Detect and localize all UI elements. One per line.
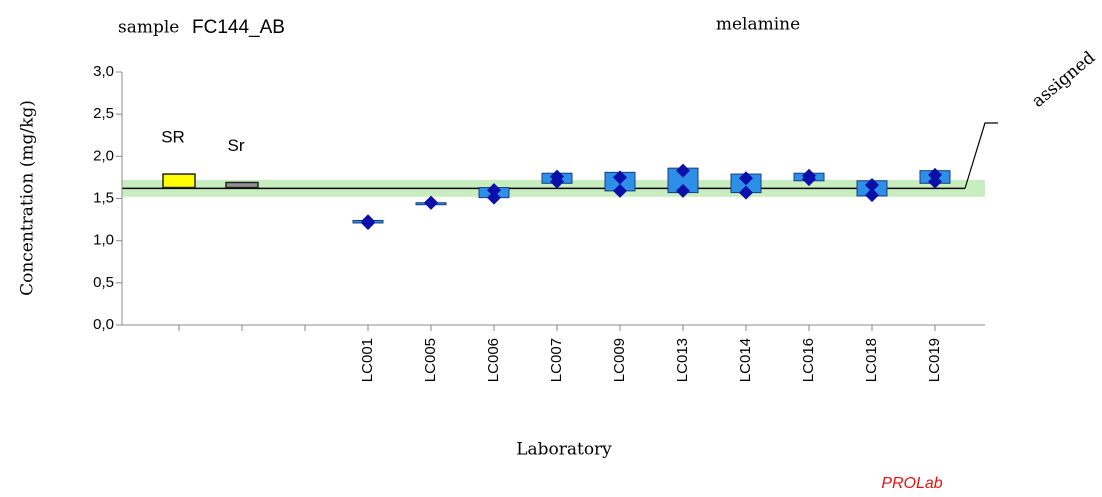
x-tick-label: LC005 xyxy=(422,338,439,382)
result-point xyxy=(613,170,627,185)
x-axis-label: Laboratory xyxy=(516,440,612,460)
result-point xyxy=(739,185,753,200)
x-tick-label: LC007 xyxy=(548,338,565,382)
analyte: melamine xyxy=(716,15,800,35)
y-tick-label: 1,0 xyxy=(93,232,114,249)
y-tick-label: 0,0 xyxy=(93,316,114,333)
precision-label: Sr xyxy=(228,136,245,155)
y-tick-label: 0,5 xyxy=(93,274,114,291)
result-point xyxy=(928,174,942,189)
x-tick-label: LC006 xyxy=(485,338,502,382)
assigned-label: assigned xyxy=(1028,48,1099,112)
y-tick-label: 1,5 xyxy=(93,189,114,206)
x-tick-label: LC013 xyxy=(674,338,691,382)
result-point xyxy=(802,172,816,187)
precision-box xyxy=(225,181,259,189)
sample-name: FC144_AB xyxy=(192,17,285,38)
assigned-leader xyxy=(964,122,998,189)
brand: PROLab xyxy=(881,475,942,492)
x-tick-label: LC014 xyxy=(737,338,754,382)
precision-label: SR xyxy=(161,128,185,147)
result-point xyxy=(613,183,627,198)
y-axis-label: Concentration (mg/kg) xyxy=(18,100,38,296)
x-tick-label: LC001 xyxy=(359,338,376,382)
sample-prefix: sample xyxy=(118,18,179,38)
result-point xyxy=(361,215,375,230)
x-tick-label: LC018 xyxy=(863,338,880,382)
y-tick-label: 3,0 xyxy=(93,63,114,80)
y-tick-label: 2,0 xyxy=(93,147,114,164)
plot: 0,0 0,5 1,0 1,5 2,0 2,5 3,0 LC001 LC005 LC006 LC00… xyxy=(93,63,998,382)
result-point xyxy=(424,195,438,210)
y-tick-label: 2,5 xyxy=(93,105,114,122)
result-point xyxy=(487,183,501,198)
result-point xyxy=(676,163,690,178)
result-point xyxy=(487,190,501,205)
x-tick-label: LC016 xyxy=(800,338,817,382)
result-point xyxy=(739,171,753,186)
precision-box xyxy=(162,173,196,189)
result-point xyxy=(676,183,690,198)
result-point xyxy=(550,174,564,189)
x-tick-label: LC019 xyxy=(926,338,943,382)
result-point xyxy=(865,178,879,193)
result-point xyxy=(865,188,879,203)
x-tick-label: LC009 xyxy=(611,338,628,382)
